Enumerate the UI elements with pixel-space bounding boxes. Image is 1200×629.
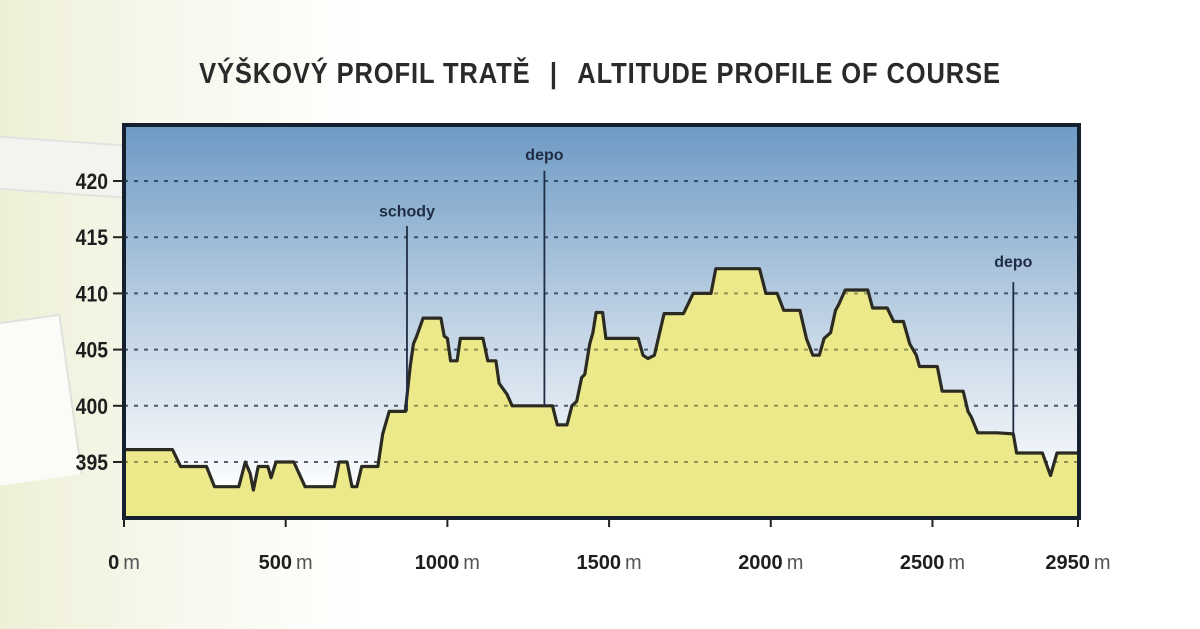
y-tick-label: 415 <box>76 226 108 250</box>
x-tick-label: 1000 m <box>415 552 480 574</box>
y-tick-label: 395 <box>76 451 108 475</box>
x-tick-label: 500 m <box>259 552 313 574</box>
y-tick-label: 410 <box>76 282 108 306</box>
plot-frame <box>122 123 1081 520</box>
title-english: ALTITUDE PROFILE OF COURSE <box>577 58 1001 90</box>
title-czech: VÝŠKOVÝ PROFIL TRATĚ <box>199 58 531 90</box>
y-tick-label: 405 <box>76 338 108 362</box>
x-tick-label: 2950 m <box>1045 552 1110 574</box>
profile-area <box>124 268 1078 518</box>
x-axis: 0 m 500 m 1000 m 1500 m 2000 m 2500 m 2950 m <box>108 518 1111 574</box>
x-tick-label: 2500 m <box>900 552 965 574</box>
annotation-label-depo: depo <box>994 254 1032 271</box>
x-tick-label: 1500 m <box>576 552 641 574</box>
y-tick-label: 400 <box>76 395 108 419</box>
x-tick-label: 2000 m <box>738 552 803 574</box>
chart-title: VÝŠKOVÝ PROFIL TRATĚ | ALTITUDE PROFILE OF… <box>72 58 1128 91</box>
y-tick-label: 420 <box>76 170 108 194</box>
y-axis: 395 400 405 410 415 420 <box>76 170 124 475</box>
annotation-label-depo: depo <box>525 147 563 164</box>
profile-line <box>124 267 1078 492</box>
annotations: schody depo depo <box>379 147 1033 434</box>
annotation-label-schody: schody <box>379 203 435 220</box>
title-separator: | <box>549 58 558 90</box>
